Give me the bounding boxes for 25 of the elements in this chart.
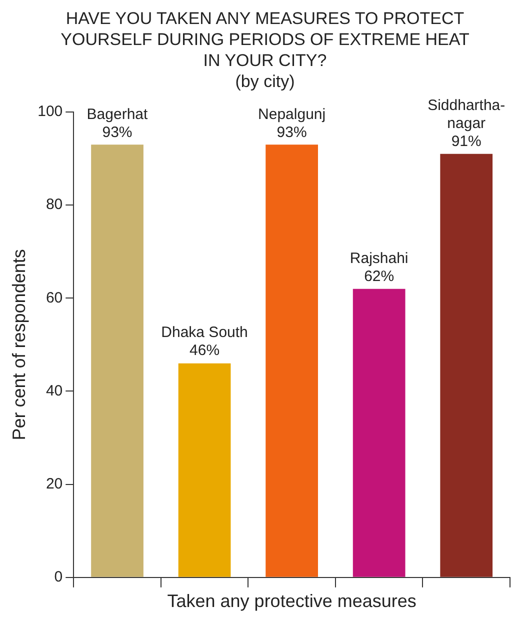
bar (352, 288, 406, 577)
data-label: 91% (450, 132, 482, 151)
data-label: 93% (276, 124, 308, 142)
chart-subtitle: (by city) (234, 71, 296, 92)
x-axis-title: Taken any protective measures (167, 591, 416, 612)
y-tick-label: 100 (38, 103, 63, 120)
bar (91, 144, 144, 577)
x-tick-label: Dhaka South (160, 324, 249, 342)
x-tick-label: Nepalgunj (257, 106, 327, 124)
data-label: 46% (188, 342, 221, 360)
bar (178, 363, 231, 577)
y-tick-label: 20 (46, 475, 63, 492)
x-tick-label: Bagerhat (86, 106, 149, 124)
x-tick-label: Siddhartha-nagar (426, 96, 506, 133)
bar (440, 154, 493, 577)
data-label: 62% (363, 268, 396, 286)
y-axis-title: Per cent of respondents (8, 249, 29, 440)
x-tick-label: Rajshahi (348, 250, 410, 268)
bar (266, 144, 318, 577)
y-tick-label: 60 (46, 289, 63, 306)
y-tick-label: 0 (54, 568, 63, 586)
data-label: 93% (101, 124, 134, 142)
y-tick-label: 40 (46, 382, 63, 400)
y-tick-label: 80 (46, 196, 63, 214)
chart-title: HAVE YOU TAKEN ANY MEASURES TO PROTECT YOURSELF DURING PERIODS OF EXTREME HEAT IN YOUR CITY? (60, 8, 470, 71)
